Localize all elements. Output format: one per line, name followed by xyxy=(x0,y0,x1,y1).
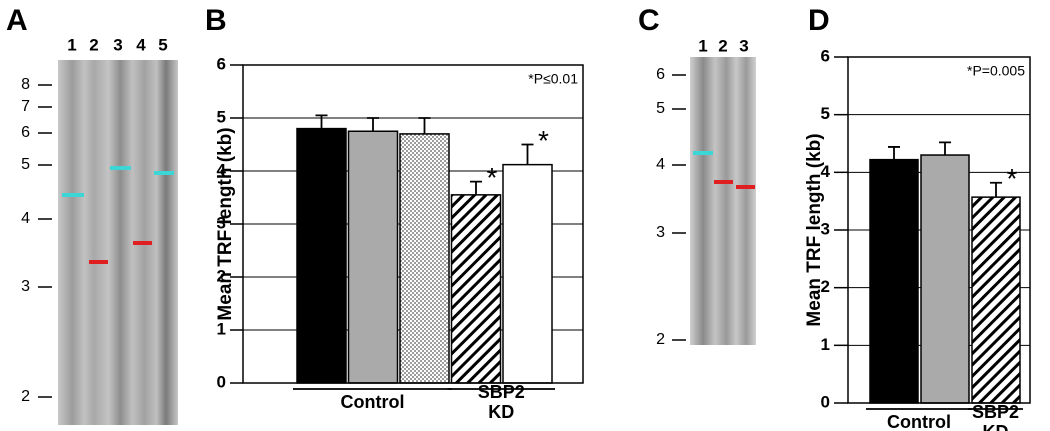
y-tick-label: 2 xyxy=(217,266,226,285)
y-tick-label: 5 xyxy=(821,104,830,123)
bar xyxy=(450,194,502,384)
significance-marker: * xyxy=(1007,163,1018,194)
y-tick-label: 5 xyxy=(217,107,226,126)
marker-label: 2 xyxy=(656,331,665,348)
gel-image xyxy=(690,57,756,345)
marker-label: 2 xyxy=(21,388,30,405)
y-tick-label: 6 xyxy=(217,54,226,73)
y-tick-label: 0 xyxy=(821,392,830,411)
group-label: Control xyxy=(887,412,951,431)
y-tick-label: 3 xyxy=(821,219,830,238)
error-bar xyxy=(470,180,482,195)
marker-label: 4 xyxy=(656,156,665,173)
panel-letter: C xyxy=(638,4,660,37)
plot-frame xyxy=(847,56,1031,404)
marker-label: 5 xyxy=(21,156,30,173)
error-bar xyxy=(367,117,379,132)
gel-image xyxy=(58,60,178,425)
error-bar xyxy=(521,143,534,165)
annotation: *P≤0.01 xyxy=(528,71,578,87)
bar xyxy=(296,127,347,384)
lane-number: 3 xyxy=(739,36,748,55)
band-marks xyxy=(62,166,174,264)
marker-ticks xyxy=(38,84,52,398)
marker-ticks xyxy=(672,74,686,341)
error-bar xyxy=(418,117,431,134)
lane-number: 4 xyxy=(136,35,146,54)
lane-number: 2 xyxy=(89,35,98,54)
bar xyxy=(971,196,1021,404)
y-tick-label: 1 xyxy=(217,319,226,338)
marker-label: 3 xyxy=(656,224,665,241)
band-marks xyxy=(693,151,755,189)
bar xyxy=(502,163,553,384)
y-tick-label: 6 xyxy=(821,46,830,65)
y-tick-label: 4 xyxy=(217,160,227,179)
marker-label: 3 xyxy=(21,278,30,295)
y-tick-label: 1 xyxy=(821,335,830,354)
lane-number: 1 xyxy=(67,35,76,54)
panel-letter: B xyxy=(205,4,227,37)
y-tick-label: 4 xyxy=(821,162,831,181)
y-tick-label: 0 xyxy=(217,372,226,391)
significance-marker: * xyxy=(487,162,498,193)
error-bar xyxy=(888,146,900,160)
bar xyxy=(399,133,450,384)
lane-number: 3 xyxy=(113,35,122,54)
bar xyxy=(869,158,919,404)
marker-label: 8 xyxy=(21,76,30,93)
y-tick-label: 2 xyxy=(821,277,830,296)
marker-label: 6 xyxy=(656,66,665,83)
marker-label: 6 xyxy=(21,124,30,141)
lane-number: 2 xyxy=(718,36,727,55)
error-bar xyxy=(990,181,1002,198)
panel-letter: A xyxy=(6,4,28,37)
marker-label: 5 xyxy=(656,100,665,117)
y-axis-title: Mean TRF length (kb) xyxy=(804,133,825,326)
group-label: Control xyxy=(341,392,405,412)
panel-letter: D xyxy=(808,4,830,37)
bar xyxy=(347,130,399,384)
annotation: *P=0.005 xyxy=(967,63,1025,79)
significance-marker: * xyxy=(538,125,549,156)
y-axis-title: Mean TRF length (kb) xyxy=(215,127,236,320)
error-bar xyxy=(939,141,951,156)
lane-number: 1 xyxy=(698,36,707,55)
y-tick-label: 3 xyxy=(217,213,226,232)
error-bar xyxy=(315,114,328,129)
plot-frame xyxy=(242,64,584,384)
bar xyxy=(920,154,970,404)
marker-label: 4 xyxy=(21,210,30,227)
marker-label: 7 xyxy=(21,98,30,115)
lane-number: 5 xyxy=(158,35,167,54)
